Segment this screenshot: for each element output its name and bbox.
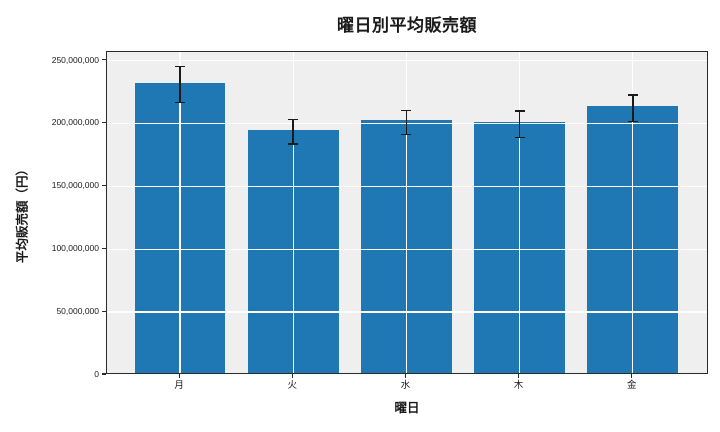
y-tick-label: 250,000,000 xyxy=(51,54,99,65)
error-bar-cap-bottom xyxy=(514,136,525,139)
y-tick-mark xyxy=(101,58,106,61)
error-bar-thu xyxy=(518,111,521,138)
error-bar-cap-bottom xyxy=(401,133,412,136)
error-bar-wed xyxy=(405,110,408,135)
x-tick-label-wed: 水 xyxy=(400,380,411,391)
error-bar-fri xyxy=(631,95,634,122)
chart-title: 曜日別平均販売額 xyxy=(337,16,477,35)
error-bar-cap-bottom xyxy=(288,142,299,145)
gridline-vertical xyxy=(632,52,634,373)
x-tick-mark xyxy=(404,374,406,378)
error-bar-cap-top xyxy=(514,110,525,113)
error-bar-tue xyxy=(292,119,295,144)
x-tick-mark xyxy=(517,374,520,378)
y-tick-mark xyxy=(101,184,106,186)
x-tick-mark xyxy=(631,374,633,378)
x-tick-mark xyxy=(291,374,293,378)
gridline-vertical xyxy=(292,52,294,373)
x-tick-label-fri: 金 xyxy=(626,380,637,391)
y-tick-label: 100,000,000 xyxy=(51,243,99,254)
x-tick-label-thu: 木 xyxy=(513,380,524,391)
error-bar-cap-bottom xyxy=(627,120,638,123)
gridline-vertical xyxy=(179,52,181,373)
x-tick-mark xyxy=(178,374,180,378)
plot-area xyxy=(106,51,708,374)
error-bar-mon xyxy=(179,66,181,103)
error-bar-cap-bottom xyxy=(175,101,186,104)
gridline-vertical xyxy=(518,52,521,373)
y-tick-mark xyxy=(101,310,106,312)
y-tick-mark xyxy=(101,121,106,124)
error-bar-cap-top xyxy=(401,109,412,112)
error-bar-cap-top xyxy=(175,65,186,68)
y-tick-label: 0 xyxy=(94,369,99,379)
y-tick-mark xyxy=(101,247,106,249)
y-tick-label: 50,000,000 xyxy=(56,306,99,317)
x-axis-label: 曜日 xyxy=(394,401,420,415)
x-tick-label-mon: 月 xyxy=(174,380,184,391)
y-tick-label: 150,000,000 xyxy=(51,180,99,191)
y-tick-mark xyxy=(101,373,106,375)
error-bar-cap-top xyxy=(288,118,299,121)
error-bar-cap-top xyxy=(627,94,638,97)
gridline-vertical xyxy=(405,52,408,373)
x-tick-label-tue: 火 xyxy=(287,380,297,391)
y-tick-label: 200,000,000 xyxy=(51,117,99,128)
